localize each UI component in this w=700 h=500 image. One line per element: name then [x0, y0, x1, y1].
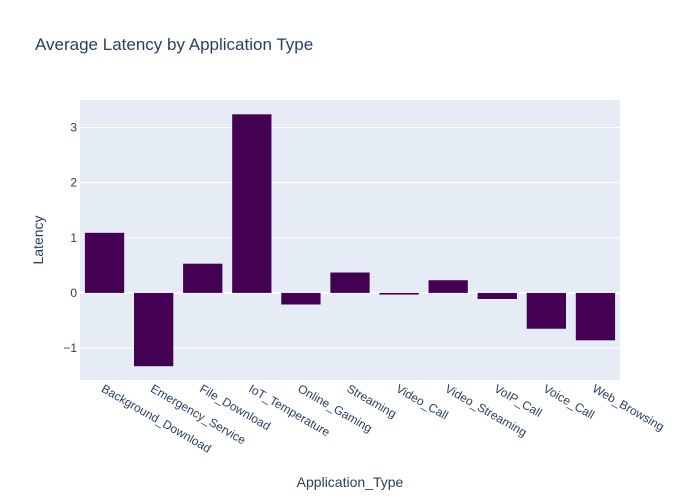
x-tick-label: Voice_Call [541, 381, 597, 421]
y-tick-label: 3 [70, 121, 77, 135]
bar-streaming[interactable] [330, 272, 370, 293]
bar-video-call[interactable] [379, 292, 419, 295]
bar-voip-call[interactable] [477, 292, 517, 299]
bar-web-browsing[interactable] [575, 292, 616, 341]
y-ticks: −1 0 1 2 3 [63, 121, 77, 355]
bar-iot-temperature[interactable] [232, 114, 272, 293]
x-tick-label: Web_Browsing [590, 381, 667, 433]
bar-file-download[interactable] [183, 263, 223, 293]
chart-title: Average Latency by Application Type [35, 35, 313, 54]
x-ticks: Background_DownloadEmergency_ServiceFile… [99, 381, 667, 455]
y-axis-title: Latency [30, 215, 46, 264]
x-tick-label: IoT_Temperature [246, 381, 332, 439]
y-tick-label: 1 [70, 231, 77, 245]
bar-background-download[interactable] [84, 232, 125, 293]
y-tick-label: 2 [70, 176, 77, 190]
x-tick-label: Video_Call [394, 381, 451, 422]
x-axis-title: Application_Type [297, 474, 404, 490]
bar-emergency-service[interactable] [134, 292, 174, 367]
bars-layer [84, 114, 616, 367]
bar-video-streaming[interactable] [428, 280, 468, 293]
y-tick-label: 0 [70, 286, 77, 300]
bar-online-gaming[interactable] [281, 292, 321, 305]
y-tick-label: −1 [63, 341, 77, 355]
bar-voice-call[interactable] [526, 292, 566, 329]
x-tick-label: Video_Streaming [443, 381, 530, 439]
